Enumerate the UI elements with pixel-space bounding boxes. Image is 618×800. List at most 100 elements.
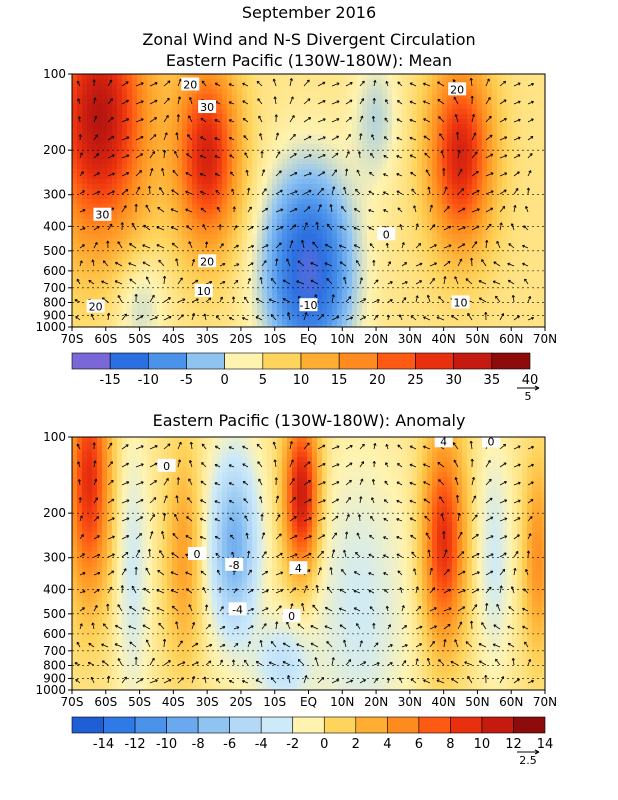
field-cell <box>417 84 423 90</box>
field-cell <box>432 144 438 150</box>
field-cell <box>107 244 113 250</box>
field-cell <box>502 169 508 175</box>
field-cell <box>357 199 363 205</box>
field-cell <box>502 104 508 110</box>
field-cell <box>322 264 328 270</box>
field-cell <box>237 324 243 328</box>
wind-arrowhead <box>517 82 521 86</box>
field-cell <box>147 249 153 255</box>
field-cell <box>237 269 243 275</box>
field-cell <box>302 274 308 280</box>
field-cell <box>182 189 188 195</box>
field-cell <box>397 134 403 140</box>
field-cell <box>137 259 143 265</box>
field-cell <box>227 304 233 310</box>
field-cell <box>237 209 243 215</box>
field-cell <box>342 254 348 260</box>
field-cell <box>132 119 138 125</box>
wind-arrowhead <box>201 80 205 84</box>
field-cell <box>102 244 108 250</box>
field-cell <box>177 189 183 195</box>
field-cell <box>422 264 428 270</box>
field-cell <box>427 129 433 135</box>
field-cell <box>342 224 348 230</box>
field-cell <box>217 164 223 170</box>
field-cell <box>512 234 518 240</box>
field-cell <box>482 134 488 140</box>
field-cell <box>227 274 233 280</box>
field-cell <box>87 159 93 165</box>
field-cell <box>522 129 528 135</box>
field-cell <box>507 189 513 195</box>
field-cell <box>337 179 343 185</box>
field-cell <box>417 304 423 310</box>
field-cell <box>347 189 353 195</box>
field-cell <box>207 224 213 230</box>
field-cell <box>152 249 158 255</box>
field-cell <box>302 204 308 210</box>
field-cell <box>72 254 78 260</box>
field-cell <box>242 94 248 100</box>
field-cell <box>132 124 138 130</box>
field-cell <box>322 314 328 320</box>
field-cell <box>237 249 243 255</box>
field-cell <box>372 99 378 105</box>
field-cell <box>82 169 88 175</box>
field-cell <box>257 219 263 225</box>
field-cell <box>227 239 233 245</box>
field-cell <box>117 289 123 295</box>
wind-arrowhead <box>336 100 340 104</box>
field-cell <box>257 309 263 315</box>
field-cell <box>452 289 458 295</box>
field-cell <box>422 279 428 285</box>
field-cell <box>272 109 278 115</box>
field-cell <box>352 269 358 275</box>
field-cell <box>402 294 408 300</box>
field-cell <box>167 99 173 105</box>
field-cell <box>132 194 138 200</box>
field-cell <box>367 149 373 155</box>
field-cell <box>497 134 503 140</box>
field-cell <box>267 284 273 290</box>
field-cell <box>242 109 248 115</box>
field-cell <box>122 159 128 165</box>
field-cell <box>507 229 513 235</box>
field-cell <box>442 319 448 325</box>
field-cell <box>317 114 323 120</box>
field-cell <box>322 249 328 255</box>
field-cell <box>482 114 488 120</box>
field-cell <box>472 274 478 280</box>
field-cell <box>362 79 368 85</box>
field-cell <box>332 84 338 90</box>
field-cell <box>242 164 248 170</box>
field-cell <box>317 84 323 90</box>
field-cell <box>512 299 518 305</box>
field-cell <box>187 74 193 80</box>
field-cell <box>452 219 458 225</box>
field-cell <box>452 109 458 115</box>
field-cell <box>137 159 143 165</box>
field-cell <box>442 324 448 328</box>
field-cell <box>212 289 218 295</box>
field-cell <box>197 249 203 255</box>
field-cell <box>422 299 428 305</box>
field-cell <box>402 199 408 205</box>
field-cell <box>372 74 378 80</box>
field-cell <box>102 134 108 140</box>
field-cell <box>282 134 288 140</box>
field-cell <box>237 214 243 220</box>
field-cell <box>407 219 413 225</box>
field-cell <box>302 104 308 110</box>
field-cell <box>467 214 473 220</box>
field-cell <box>352 134 358 140</box>
field-cell <box>382 114 388 120</box>
field-cell <box>132 274 138 280</box>
field-cell <box>497 224 503 230</box>
field-cell <box>387 114 393 120</box>
field-cell <box>177 204 183 210</box>
field-cell <box>262 309 268 315</box>
field-cell <box>287 189 293 195</box>
field-cell <box>252 289 258 295</box>
field-cell <box>312 284 318 290</box>
field-cell <box>347 204 353 210</box>
